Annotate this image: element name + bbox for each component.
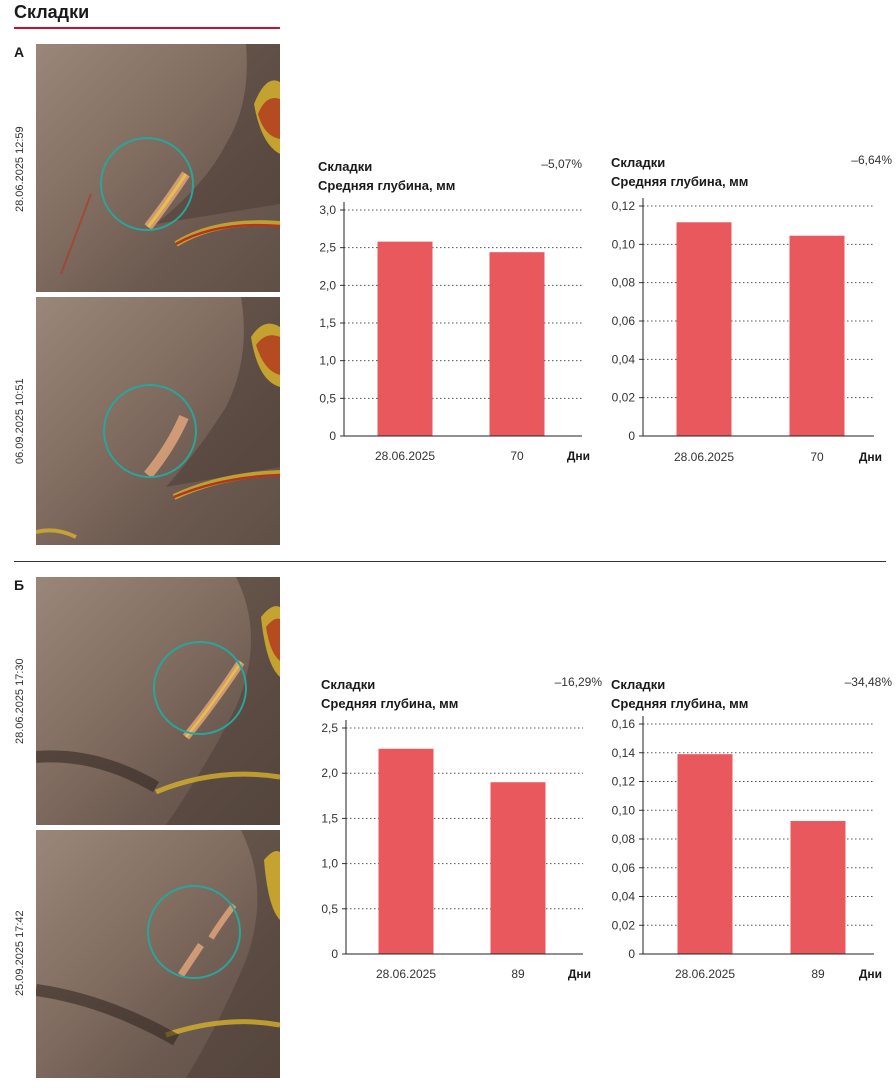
- y-tick-label: 2,5: [321, 721, 338, 735]
- y-tick-label: 0,08: [612, 832, 636, 846]
- y-tick-label: 0,12: [612, 199, 636, 213]
- skin-photo-after: [36, 297, 280, 545]
- y-tick-label: 0,16: [612, 717, 636, 731]
- face-fold-photo-icon: [60, 44, 280, 275]
- bar-baseline: [377, 241, 433, 436]
- chart-title-line1: Складки: [318, 159, 373, 174]
- chart-title-line2: Средняя глубина, мм: [321, 696, 459, 711]
- y-tick-label: 0,10: [612, 237, 636, 251]
- chart-title: Складки Средняя глубина, мм: [611, 675, 748, 713]
- skin-photo-before: [36, 44, 280, 292]
- y-tick-label: 0,10: [612, 803, 636, 817]
- x-axis-label: Дни: [859, 450, 882, 464]
- x-axis-label: Дни: [859, 967, 882, 981]
- chart-title-line2: Средняя глубина, мм: [611, 696, 749, 711]
- page-title: Складки: [14, 2, 90, 22]
- fold-highlight-circle: [103, 384, 197, 478]
- x-category-label: 28.06.2025: [674, 450, 734, 464]
- chart-a-depth-mm-2: Складки Средняя глубина, мм –6,64% 0 0,02…: [611, 153, 896, 493]
- x-category-label: 28.06.2025: [376, 967, 436, 981]
- y-tick-label: 0,02: [612, 391, 636, 405]
- bar-followup: [490, 782, 546, 954]
- chart-title: Складки Средняя глубина, мм: [611, 153, 748, 191]
- y-tick-label: 0,12: [612, 775, 636, 789]
- y-tick-label: 1,0: [321, 857, 338, 871]
- y-tick-label: 0: [628, 947, 635, 961]
- x-category-label: 89: [511, 967, 525, 981]
- y-tick-label: 1,0: [319, 354, 336, 368]
- face-fold-photo-icon: [36, 830, 280, 1078]
- bar-chart-plot: 0 0,02 0,04 0,06 0,08 0,10 0,12 0,14 0,16 28.06.2…: [612, 716, 882, 981]
- bar-followup: [789, 235, 845, 436]
- bar-chart-plot: 0 0,5 1,0 1,5 2,0 2,5 28.06.2025 89 Дни: [321, 720, 591, 981]
- bar-baseline: [676, 222, 732, 436]
- bar-baseline: [677, 754, 733, 954]
- y-tick-label: 0,06: [612, 861, 636, 875]
- chart-title-line2: Средняя глубина, мм: [318, 178, 456, 193]
- bar-chart-plot: 0 0,5 1,0 1,5 2,0 2,5 3,0 28.06.2025 70 Дни: [319, 202, 590, 463]
- x-axis-label: Дни: [567, 449, 590, 463]
- chart-title-line2: Средняя глубина, мм: [611, 174, 749, 189]
- photo-date-label: 28.06.2025 17:30: [14, 658, 26, 744]
- y-tick-label: 0,04: [612, 352, 636, 366]
- chart-a-depth-mm: Складки Средняя глубина, мм –5,07% 0 0,5 1…: [318, 157, 608, 497]
- x-category-label: 28.06.2025: [675, 967, 735, 981]
- bar-followup: [790, 821, 846, 954]
- x-category-label: 70: [810, 450, 824, 464]
- chart-change-percent: –6,64%: [851, 153, 892, 167]
- chart-change-percent: –5,07%: [541, 157, 582, 171]
- skin-photo-after: [36, 830, 280, 1078]
- y-tick-label: 0,5: [321, 902, 338, 916]
- face-fold-photo-icon: [36, 297, 280, 539]
- photo-date-label: 25.09.2025 17:42: [14, 910, 26, 996]
- x-axis-label: Дни: [568, 967, 591, 981]
- y-tick-label: 2,5: [319, 241, 336, 255]
- chart-title-line1: Складки: [611, 155, 666, 170]
- photo-date-label: 06.09.2025 10:51: [14, 378, 26, 464]
- chart-b-depth-mm-2: Складки Средняя глубина, мм –34,48% 0 0,0…: [611, 675, 896, 1015]
- face-fold-photo-icon: [36, 577, 280, 825]
- skin-photo-before: [36, 577, 280, 825]
- y-tick-label: 1,5: [319, 316, 336, 330]
- y-tick-label: 3,0: [319, 203, 336, 217]
- chart-change-percent: –16,29%: [554, 675, 602, 689]
- x-category-label: 89: [811, 967, 825, 981]
- chart-title: Складки Средняя глубина, мм: [318, 157, 455, 195]
- chart-b-depth-mm: Складки Средняя глубина, мм –16,29% 0 0,5…: [321, 675, 611, 1015]
- section-letter-b: Б: [14, 577, 25, 593]
- chart-title-line1: Складки: [321, 677, 376, 692]
- y-tick-label: 2,0: [319, 278, 336, 292]
- y-tick-label: 0,04: [612, 890, 636, 904]
- bar-baseline: [378, 748, 434, 954]
- y-tick-label: 0,06: [612, 314, 636, 328]
- x-category-label: 28.06.2025: [375, 449, 435, 463]
- photo-date-label: 28.06.2025 12:59: [14, 126, 26, 212]
- y-tick-label: 0: [628, 429, 635, 443]
- y-tick-label: 0,08: [612, 276, 636, 290]
- fold-highlight-circle: [100, 137, 194, 231]
- bar-followup: [489, 252, 545, 436]
- y-tick-label: 0,14: [612, 746, 636, 760]
- x-category-label: 70: [510, 449, 524, 463]
- y-tick-label: 0,02: [612, 918, 636, 932]
- title-underline: [14, 27, 280, 29]
- bar-chart-plot: 0 0,02 0,04 0,06 0,08 0,10 0,12 28.06.2025 70 Дни: [612, 198, 882, 464]
- y-tick-label: 0,5: [319, 391, 336, 405]
- section-letter-a: А: [14, 44, 25, 60]
- y-tick-label: 0: [329, 429, 336, 443]
- fold-highlight-circle: [153, 641, 247, 735]
- chart-title-line1: Складки: [611, 677, 666, 692]
- section-divider: [14, 561, 886, 562]
- y-tick-label: 2,0: [321, 766, 338, 780]
- y-tick-label: 0: [331, 947, 338, 961]
- chart-change-percent: –34,48%: [844, 675, 892, 689]
- chart-title: Складки Средняя глубина, мм: [321, 675, 458, 713]
- fold-highlight-circle: [147, 885, 241, 979]
- y-tick-label: 1,5: [321, 811, 338, 825]
